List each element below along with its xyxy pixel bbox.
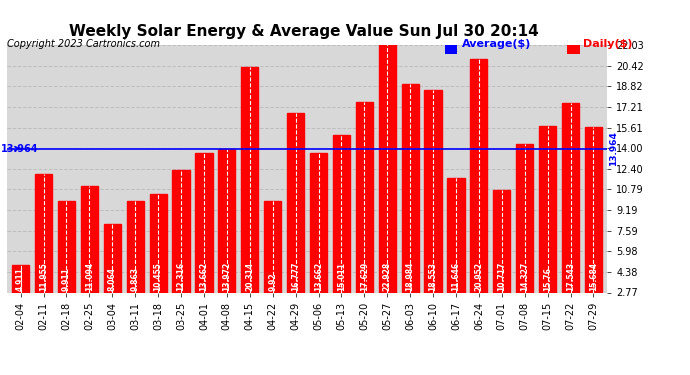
Bar xyxy=(127,201,144,328)
Text: 18.553: 18.553 xyxy=(428,262,437,291)
Text: 15.011: 15.011 xyxy=(337,262,346,291)
Text: 16.777: 16.777 xyxy=(291,262,300,291)
Bar xyxy=(150,194,167,328)
Bar xyxy=(12,265,29,328)
Text: Copyright 2023 Cartronics.com: Copyright 2023 Cartronics.com xyxy=(7,39,160,50)
Bar xyxy=(493,190,511,328)
Text: 11.646: 11.646 xyxy=(451,262,460,291)
Text: 13.972: 13.972 xyxy=(222,262,231,291)
Text: 13.662: 13.662 xyxy=(314,262,323,291)
Bar xyxy=(516,144,533,328)
Text: 17.543: 17.543 xyxy=(566,262,575,291)
Text: 14.327: 14.327 xyxy=(520,262,529,291)
Text: 13.662: 13.662 xyxy=(199,262,208,291)
Text: Daily($): Daily($) xyxy=(583,39,633,50)
Text: 15.684: 15.684 xyxy=(589,262,598,291)
Bar xyxy=(379,33,396,328)
Bar xyxy=(241,67,258,328)
Text: Average($): Average($) xyxy=(462,39,532,50)
Bar xyxy=(585,126,602,328)
Text: 4.911: 4.911 xyxy=(16,267,25,291)
Text: 10.717: 10.717 xyxy=(497,262,506,291)
Bar xyxy=(264,201,282,328)
Bar xyxy=(172,170,190,328)
Text: 18.984: 18.984 xyxy=(406,262,415,291)
Text: 9.863: 9.863 xyxy=(130,267,139,291)
Bar xyxy=(310,153,327,328)
Text: 8.064: 8.064 xyxy=(108,267,117,291)
Bar xyxy=(424,90,442,328)
Bar xyxy=(287,112,304,328)
Bar xyxy=(104,225,121,328)
Bar xyxy=(81,186,98,328)
Text: 15.76: 15.76 xyxy=(543,267,552,291)
Text: 11.094: 11.094 xyxy=(85,262,94,291)
Text: 22.928: 22.928 xyxy=(383,262,392,291)
Text: 20.952: 20.952 xyxy=(475,262,484,291)
Bar xyxy=(562,103,579,328)
Text: 11.955: 11.955 xyxy=(39,262,48,291)
Bar xyxy=(218,148,235,328)
Text: Weekly Solar Energy & Average Value Sun Jul 30 20:14: Weekly Solar Energy & Average Value Sun … xyxy=(69,24,538,39)
Bar xyxy=(447,178,464,328)
Text: 9.911: 9.911 xyxy=(62,267,71,291)
Bar xyxy=(58,201,75,328)
Bar xyxy=(471,59,487,328)
Text: 10.455: 10.455 xyxy=(154,262,163,291)
Text: 13.964: 13.964 xyxy=(609,131,618,166)
Text: 20.314: 20.314 xyxy=(245,262,255,291)
Text: 13.964: 13.964 xyxy=(1,144,39,154)
Bar xyxy=(35,174,52,328)
Bar xyxy=(356,102,373,328)
Bar xyxy=(539,126,556,328)
Text: 9.92: 9.92 xyxy=(268,273,277,291)
Bar xyxy=(333,135,350,328)
Bar xyxy=(402,84,419,328)
Text: 12.316: 12.316 xyxy=(177,262,186,291)
Text: 17.629: 17.629 xyxy=(359,262,369,291)
Bar xyxy=(195,153,213,328)
